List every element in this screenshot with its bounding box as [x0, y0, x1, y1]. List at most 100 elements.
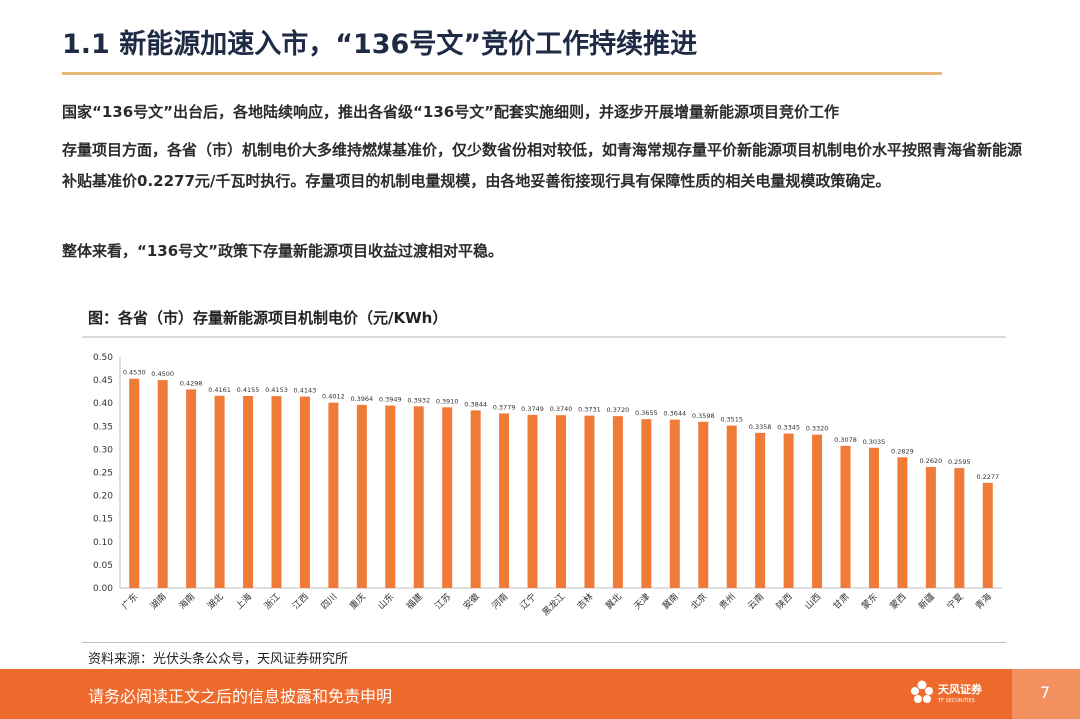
bar	[726, 425, 737, 588]
data-label: 0.4530	[123, 369, 146, 377]
x-tick-label: 上海	[233, 591, 254, 612]
page-number-box	[1012, 669, 1080, 719]
x-tick-label: 云南	[745, 591, 766, 612]
page-number: 7	[1040, 683, 1051, 702]
bar	[328, 402, 339, 588]
bar	[840, 445, 851, 588]
footer-bar: 请务必阅读正文之后的信息披露和免责申明 天风证券 TF SECURITIES 7	[0, 669, 1080, 719]
x-tick-label: 山东	[375, 591, 396, 612]
y-tick-label: 0.40	[93, 399, 113, 409]
bar	[271, 396, 282, 588]
bar	[612, 416, 623, 588]
bar	[442, 407, 453, 588]
x-tick-label: 安徽	[461, 591, 482, 612]
data-label: 0.3515	[720, 416, 743, 424]
x-tick-label: 湖南	[148, 591, 169, 612]
x-tick-label: 天津	[632, 591, 653, 612]
data-label: 0.2595	[948, 458, 971, 466]
x-tick-label: 福建	[404, 591, 425, 612]
x-tick-label: 四川	[320, 592, 340, 612]
x-tick-label: 江西	[291, 591, 312, 612]
bar	[584, 415, 595, 588]
logo-subtitle: TF SECURITIES	[938, 698, 975, 704]
data-label: 0.2829	[891, 447, 914, 455]
bar	[556, 415, 566, 588]
data-label: 0.4298	[180, 379, 203, 387]
paragraph-1: 国家“136号文”出台后，各地陆续响应，推出各省级“136号文”配套实施细则，并…	[62, 103, 840, 121]
x-tick-label: 冀南	[660, 591, 681, 612]
data-label: 0.3779	[493, 403, 516, 411]
slide-title: 1.1 新能源加速入市，“136号文”竞价工作持续推进	[62, 29, 698, 60]
company-logo: 天风证券 TF SECURITIES	[908, 677, 982, 711]
y-tick-label: 0.10	[93, 538, 113, 548]
data-label: 0.3078	[834, 436, 857, 444]
data-label: 0.3949	[379, 396, 402, 404]
x-tick-label: 河南	[489, 591, 510, 612]
bar	[897, 457, 908, 588]
paragraph-2: 存量项目方面，各省（市）机制电价大多维持燃煤基准价，仅少数省份相对较低，如青海常…	[62, 141, 1023, 190]
bar	[812, 434, 823, 588]
bar	[470, 410, 481, 588]
data-label: 0.3844	[464, 400, 487, 408]
x-tick-label: 吉林	[574, 591, 595, 612]
source-divider	[82, 642, 1006, 643]
x-tick-label: 冀北	[603, 591, 624, 612]
data-label: 0.3910	[436, 397, 459, 405]
x-tick-label: 广东	[119, 591, 140, 612]
data-label: 0.3720	[607, 406, 630, 414]
y-tick-label: 0.20	[93, 492, 113, 502]
data-label: 0.3655	[635, 409, 658, 417]
x-tick-label: 青海	[973, 591, 994, 612]
data-label: 0.3731	[578, 406, 601, 414]
y-tick-label: 0.45	[93, 376, 113, 386]
x-tick-label: 宁夏	[944, 591, 965, 612]
disclaimer-link[interactable]: 请务必阅读正文之后的信息披露和免责申明	[88, 687, 393, 706]
x-tick-label: 重庆	[347, 591, 368, 612]
bar	[783, 433, 794, 588]
bar	[385, 405, 396, 588]
x-tick-label: 湖北	[205, 591, 226, 612]
bar	[982, 482, 993, 588]
data-label: 0.4012	[322, 393, 345, 401]
x-tick-label: 新疆	[916, 591, 937, 612]
data-label: 0.4500	[151, 370, 174, 378]
bar	[925, 466, 936, 588]
x-tick-label: 陕西	[774, 591, 795, 612]
x-tick-label: 山西	[803, 591, 824, 612]
bar	[413, 406, 424, 588]
bar	[186, 389, 197, 588]
data-label: 0.3358	[749, 423, 772, 431]
bar	[157, 380, 168, 588]
y-tick-label: 0.00	[93, 584, 113, 594]
flower-logo-icon	[911, 680, 933, 703]
data-label: 0.3644	[663, 410, 686, 418]
x-tick-label: 浙江	[261, 591, 282, 612]
data-label: 0.4155	[237, 386, 260, 394]
x-tick-label: 江苏	[432, 591, 453, 612]
bar	[356, 404, 367, 588]
x-tick-label: 北京	[688, 591, 709, 612]
bar	[669, 419, 680, 588]
data-label: 0.3964	[350, 395, 373, 403]
bar	[214, 395, 225, 588]
y-tick-label: 0.30	[93, 445, 113, 455]
y-tick-label: 0.35	[93, 422, 113, 432]
bar	[868, 447, 879, 588]
data-label: 0.2277	[976, 473, 999, 481]
x-tick-label: 海南	[176, 591, 197, 612]
title-underline	[62, 72, 942, 75]
x-tick-label: 甘肃	[830, 591, 851, 612]
bar	[243, 396, 254, 588]
data-label: 0.3345	[777, 423, 800, 431]
chart-title: 图：各省（市）存量新能源项目机制电价（元/KWh）	[88, 309, 448, 327]
y-tick-label: 0.05	[93, 561, 113, 571]
data-label: 0.3598	[692, 412, 715, 420]
bar	[527, 414, 538, 588]
data-label: 0.3320	[806, 425, 829, 433]
data-label: 0.4161	[208, 386, 231, 394]
paragraph-3: 整体来看，“136号文”政策下存量新能源项目收益过渡相对平稳。	[62, 242, 504, 260]
y-tick-label: 0.25	[93, 469, 113, 479]
x-tick-label: 贵州	[717, 591, 738, 612]
y-tick-label: 0.15	[93, 515, 113, 525]
x-tick-label: 黑龙江	[540, 591, 568, 619]
